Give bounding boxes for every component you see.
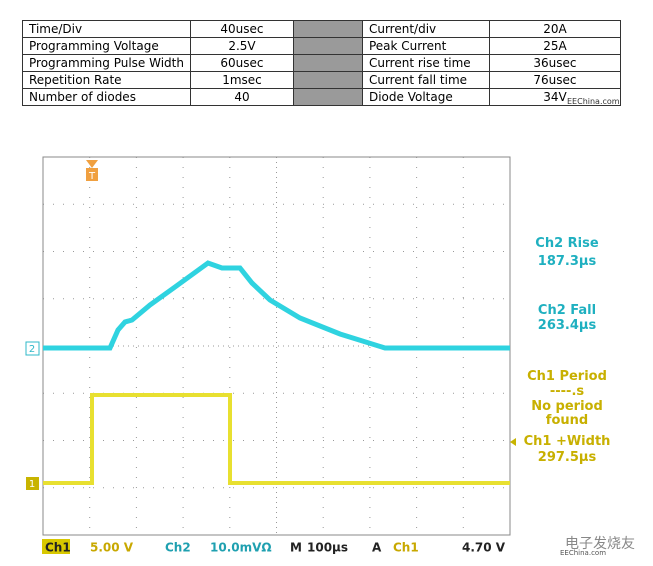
status-item: 10.0mVΩ	[210, 541, 272, 555]
watermark: EEChina.com	[567, 97, 620, 106]
readout: Ch2 Fall	[538, 303, 596, 318]
status-item: 100μs	[307, 541, 348, 555]
watermark: EEChina.com	[560, 549, 606, 557]
ch2-trace	[43, 260, 510, 351]
table-cell: Diode Voltage	[361, 88, 490, 106]
readout: ----.s	[550, 384, 585, 399]
ch1-trace	[43, 393, 510, 485]
graticule	[43, 157, 510, 535]
table-cell: 20A	[488, 20, 621, 38]
table-row: Number of diodes 40 Diode Voltage 34V	[22, 88, 621, 106]
status-item: 4.70 V	[462, 541, 506, 555]
ch1-marker-label: 1	[29, 479, 35, 490]
readout: Ch2 Rise	[535, 236, 599, 251]
table-row: Repetition Rate 1msec Current fall time 76u…	[22, 71, 621, 89]
gray-cell	[292, 71, 363, 89]
readout: 297.5μs	[538, 450, 597, 465]
table-cell: 40	[189, 88, 294, 106]
gray-cell	[292, 20, 363, 38]
status-item: A	[372, 541, 382, 555]
ch1-badge	[42, 539, 70, 554]
ch2-marker-label: 2	[29, 344, 35, 355]
table-row: Programming Pulse Width 60usec Current ris…	[22, 54, 621, 72]
readout: No period	[531, 399, 603, 414]
status-item: 5.00 V	[90, 541, 134, 555]
readout: 263.4μs	[538, 318, 597, 333]
trigger-label: T	[88, 171, 96, 182]
level-marker	[510, 438, 516, 446]
table-cell: Number of diodes	[22, 88, 191, 106]
trigger-marker	[86, 160, 98, 168]
readout: Ch1 +Width	[524, 434, 611, 449]
trigger-box	[86, 168, 98, 181]
ch1-marker	[26, 477, 39, 490]
status-item: Ch1	[393, 541, 419, 555]
gray-cell	[292, 88, 363, 106]
parameter-table: Time/Div 40usec Current/div 20A Programming …	[22, 20, 621, 106]
table-cell: 76usec	[488, 71, 621, 89]
status-item: M	[290, 541, 302, 555]
status-item: Ch1	[45, 541, 71, 555]
gray-cell	[292, 37, 363, 55]
readout: Ch1 Period	[527, 369, 607, 384]
table-row: Time/Div 40usec Current/div 20A	[22, 20, 621, 38]
status-bar	[0, 537, 653, 566]
readout: 187.3μs	[538, 254, 597, 269]
table-cell: 34V	[488, 88, 621, 106]
status-item: Ch2	[165, 541, 191, 555]
logo-text: 电子发烧友	[565, 536, 635, 552]
table-cell: 1msec	[189, 71, 294, 89]
gray-cell	[292, 54, 363, 72]
table-cell: Programming Voltage	[22, 37, 191, 55]
ch2-marker	[25, 341, 40, 356]
table-cell: Current rise time	[361, 54, 490, 72]
table-cell: Repetition Rate	[22, 71, 191, 89]
readout: found	[546, 413, 588, 428]
